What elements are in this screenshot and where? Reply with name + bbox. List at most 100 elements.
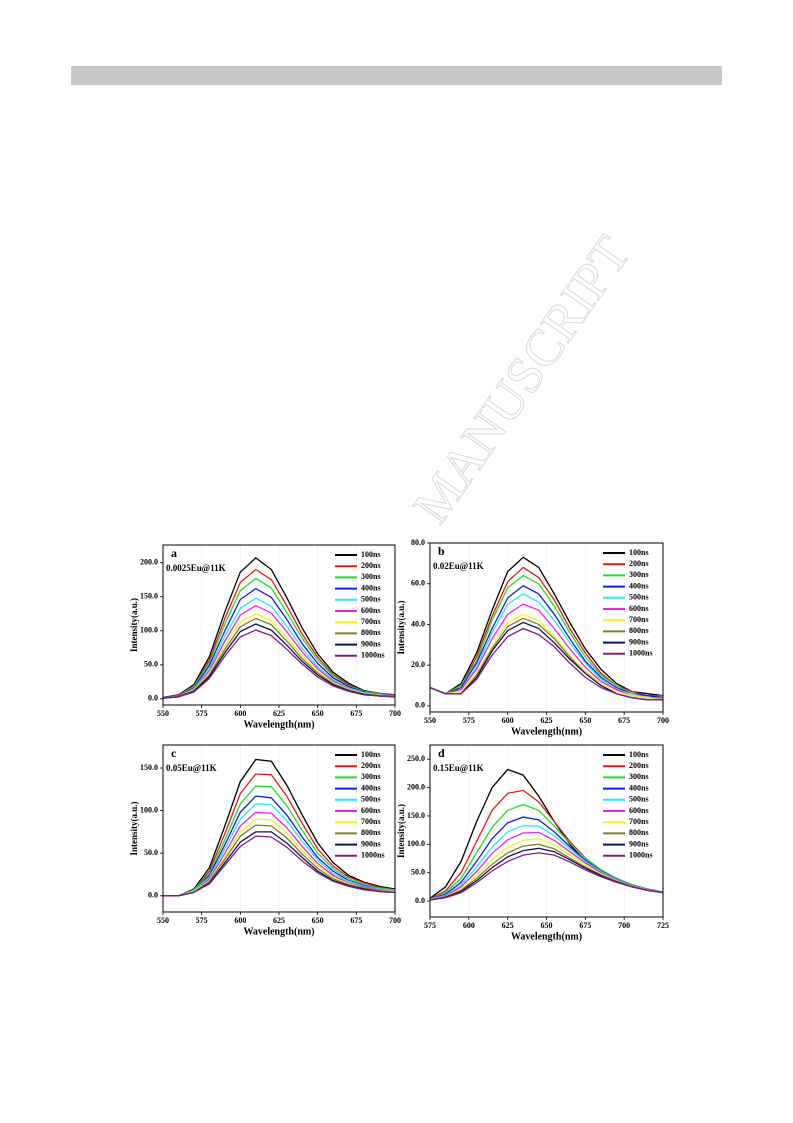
header-bar bbox=[71, 66, 722, 85]
legend-label: 800ns bbox=[361, 828, 381, 837]
y-axis-label: Intensity(a.u.) bbox=[396, 804, 406, 858]
legend-label: 1000ns bbox=[361, 651, 385, 660]
series-line bbox=[429, 585, 664, 699]
legend-label: 600ns bbox=[629, 806, 649, 815]
series-line bbox=[429, 566, 663, 697]
series-line bbox=[162, 629, 396, 699]
y-tick-label: 200.0 bbox=[407, 782, 425, 791]
legend-label: 200ns bbox=[629, 559, 649, 568]
legend-label: 100ns bbox=[361, 550, 381, 559]
legend-label: 300ns bbox=[361, 772, 381, 781]
legend-label: 200ns bbox=[629, 761, 649, 770]
legend-label: 600ns bbox=[361, 806, 381, 815]
legend-label: 100ns bbox=[629, 548, 649, 557]
x-tick-label: 600 bbox=[502, 716, 514, 725]
y-tick-label: 80.0 bbox=[411, 538, 425, 547]
legend-label: 700ns bbox=[629, 615, 649, 624]
annotation: 0.0025Eu@11K bbox=[166, 563, 226, 573]
x-axis-label: Wavelength(nm) bbox=[511, 726, 582, 737]
y-tick-label: 0.0 bbox=[148, 694, 158, 703]
panel-label: b bbox=[438, 544, 445, 558]
legend-label: 900ns bbox=[361, 639, 381, 648]
legend-label: 200ns bbox=[361, 561, 381, 570]
plot-frame bbox=[162, 744, 396, 913]
y-tick-label: 100.0 bbox=[140, 805, 158, 814]
y-tick-label: 60.0 bbox=[411, 579, 425, 588]
x-tick-label: 575 bbox=[424, 921, 436, 930]
chart: 550 575 600 625 650 675 700 0.0 50.0 100.0 150.0 10… bbox=[129, 744, 401, 937]
x-tick-label: 675 bbox=[350, 709, 362, 718]
annotation: 0.02Eu@11K bbox=[433, 561, 484, 571]
x-tick-label: 700 bbox=[657, 716, 669, 725]
series-line bbox=[162, 577, 396, 699]
legend-label: 500ns bbox=[361, 595, 381, 604]
x-tick-label: 600 bbox=[234, 709, 246, 718]
series-line bbox=[162, 613, 396, 699]
legend-label: 900ns bbox=[629, 637, 649, 646]
x-tick-label: 600 bbox=[463, 921, 475, 930]
legend-label: 800ns bbox=[629, 828, 649, 837]
legend-label: 500ns bbox=[629, 593, 649, 602]
legend-label: 100ns bbox=[361, 750, 381, 759]
x-tick-label: 625 bbox=[502, 921, 514, 930]
x-tick-label: 675 bbox=[618, 716, 630, 725]
x-tick-label: 700 bbox=[389, 709, 401, 718]
x-tick-label: 725 bbox=[657, 921, 669, 930]
y-tick-label: 50.0 bbox=[411, 868, 425, 877]
y-axis-label: Intensity(a.u.) bbox=[129, 598, 139, 652]
legend-label: 1000ns bbox=[629, 649, 653, 658]
x-tick-label: 625 bbox=[273, 709, 285, 718]
y-tick-label: 50.0 bbox=[144, 848, 158, 857]
plot-frame bbox=[429, 744, 664, 918]
y-axis-label: Intensity(a.u.) bbox=[396, 600, 406, 654]
panel-label: d bbox=[438, 746, 445, 760]
chart: 550 575 600 625 650 675 700 0.0 50.0 100.0 150.0 20… bbox=[129, 544, 401, 730]
y-tick-label: 100.0 bbox=[140, 626, 158, 635]
y-tick-label: 150.0 bbox=[140, 763, 158, 772]
legend-label: 1000ns bbox=[361, 851, 385, 860]
series-line bbox=[162, 587, 396, 699]
y-tick-label: 0.0 bbox=[415, 896, 425, 905]
y-tick-label: 150.0 bbox=[407, 811, 425, 820]
x-axis-label: Wavelength(nm) bbox=[243, 719, 314, 730]
legend-label: 400ns bbox=[361, 783, 381, 792]
legend-label: 800ns bbox=[629, 626, 649, 635]
y-tick-label: 150.0 bbox=[140, 592, 158, 601]
y-tick-label: 100.0 bbox=[407, 839, 425, 848]
series-line bbox=[163, 758, 396, 897]
series-line bbox=[163, 835, 396, 897]
legend-label: 700ns bbox=[361, 817, 381, 826]
x-tick-label: 600 bbox=[234, 916, 246, 925]
x-tick-label: 675 bbox=[579, 921, 591, 930]
legend-label: 500ns bbox=[361, 795, 381, 804]
y-tick-label: 0.0 bbox=[148, 891, 158, 900]
x-tick-label: 575 bbox=[196, 709, 208, 718]
legend-label: 200ns bbox=[361, 761, 381, 770]
legend-label: 600ns bbox=[629, 604, 649, 613]
series-line bbox=[162, 623, 396, 699]
chart: 550 575 600 625 650 675 700 0.0 20.0 40.0 60.0 80.0… bbox=[396, 538, 669, 737]
x-tick-label: 650 bbox=[579, 716, 591, 725]
legend-label: 300ns bbox=[629, 772, 649, 781]
series-line bbox=[429, 627, 663, 701]
x-tick-label: 575 bbox=[196, 916, 208, 925]
y-tick-label: 20.0 bbox=[411, 660, 425, 669]
x-tick-label: 675 bbox=[350, 916, 362, 925]
series-line bbox=[163, 803, 396, 897]
x-tick-label: 550 bbox=[424, 716, 436, 725]
legend-label: 100ns bbox=[629, 750, 649, 759]
y-tick-label: 250.0 bbox=[407, 754, 425, 763]
legend-label: 600ns bbox=[361, 606, 381, 615]
plot-frame bbox=[429, 542, 664, 713]
legend-label: 400ns bbox=[361, 583, 381, 592]
panel-label: a bbox=[171, 546, 177, 560]
x-tick-label: 700 bbox=[389, 916, 401, 925]
y-axis-label: Intensity(a.u.) bbox=[129, 801, 139, 855]
x-tick-label: 700 bbox=[618, 921, 630, 930]
series-line bbox=[163, 824, 396, 897]
x-tick-label: 625 bbox=[541, 716, 553, 725]
x-tick-label: 575 bbox=[463, 716, 475, 725]
legend-label: 700ns bbox=[361, 617, 381, 626]
series-line bbox=[429, 613, 664, 701]
